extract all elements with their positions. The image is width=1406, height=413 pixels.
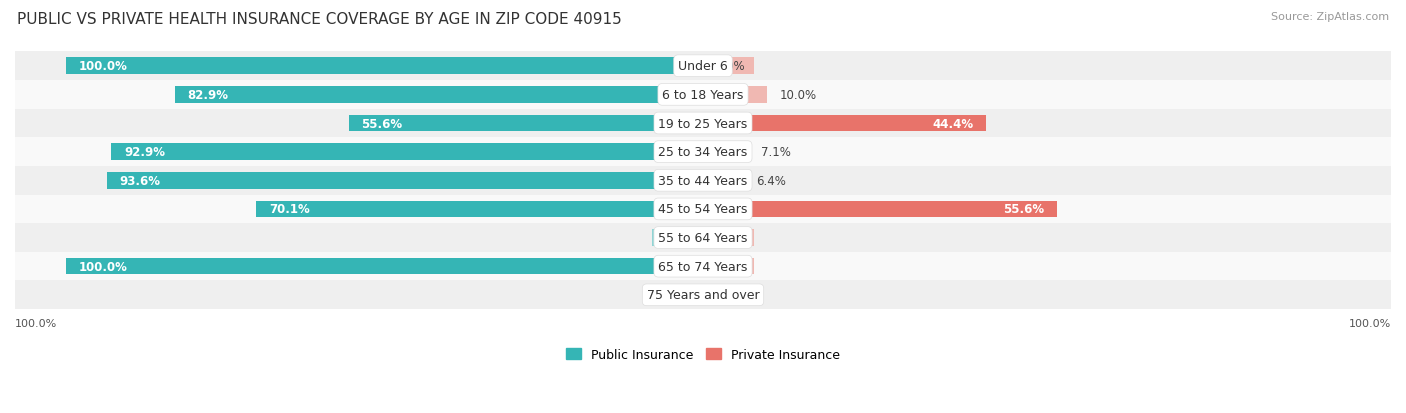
- Bar: [703, 87, 766, 103]
- Bar: [66, 258, 703, 275]
- Text: 6 to 18 Years: 6 to 18 Years: [662, 89, 744, 102]
- Bar: [174, 87, 703, 103]
- Bar: [111, 144, 703, 161]
- Text: 0.0%: 0.0%: [716, 260, 745, 273]
- Text: 35 to 44 Years: 35 to 44 Years: [658, 174, 748, 188]
- Bar: [703, 115, 986, 132]
- Bar: [703, 258, 754, 275]
- Bar: [703, 230, 754, 246]
- Text: 70.1%: 70.1%: [269, 203, 309, 216]
- Text: 0.0%: 0.0%: [716, 60, 745, 73]
- Bar: [703, 201, 1057, 218]
- Text: 0.0%: 0.0%: [716, 289, 745, 301]
- Text: 55.6%: 55.6%: [1004, 203, 1045, 216]
- Bar: [0, 224, 1406, 252]
- Bar: [66, 58, 703, 75]
- Bar: [107, 173, 703, 189]
- Bar: [349, 115, 703, 132]
- Bar: [0, 252, 1406, 281]
- Bar: [652, 230, 703, 246]
- Text: 0.0%: 0.0%: [661, 231, 690, 244]
- Text: 92.9%: 92.9%: [124, 146, 165, 159]
- Text: 100.0%: 100.0%: [1348, 318, 1391, 328]
- Bar: [0, 166, 1406, 195]
- Bar: [703, 58, 754, 75]
- Text: 75 Years and over: 75 Years and over: [647, 289, 759, 301]
- Text: 0.0%: 0.0%: [716, 231, 745, 244]
- Text: 55 to 64 Years: 55 to 64 Years: [658, 231, 748, 244]
- Text: Under 6: Under 6: [678, 60, 728, 73]
- Text: 55.6%: 55.6%: [361, 117, 402, 130]
- Bar: [0, 138, 1406, 166]
- Text: 7.1%: 7.1%: [761, 146, 790, 159]
- Bar: [703, 144, 748, 161]
- Bar: [703, 287, 754, 304]
- Text: 65 to 74 Years: 65 to 74 Years: [658, 260, 748, 273]
- Bar: [0, 81, 1406, 109]
- Text: 82.9%: 82.9%: [187, 89, 229, 102]
- Text: 19 to 25 Years: 19 to 25 Years: [658, 117, 748, 130]
- Bar: [0, 109, 1406, 138]
- Text: 100.0%: 100.0%: [79, 60, 128, 73]
- Text: 0.0%: 0.0%: [661, 289, 690, 301]
- Bar: [703, 173, 744, 189]
- Text: 6.4%: 6.4%: [756, 174, 786, 188]
- Text: 44.4%: 44.4%: [932, 117, 973, 130]
- Bar: [652, 287, 703, 304]
- Bar: [0, 195, 1406, 224]
- Text: 100.0%: 100.0%: [15, 318, 58, 328]
- Text: 93.6%: 93.6%: [120, 174, 160, 188]
- Bar: [256, 201, 703, 218]
- Text: PUBLIC VS PRIVATE HEALTH INSURANCE COVERAGE BY AGE IN ZIP CODE 40915: PUBLIC VS PRIVATE HEALTH INSURANCE COVER…: [17, 12, 621, 27]
- Text: 10.0%: 10.0%: [779, 89, 817, 102]
- Bar: [0, 281, 1406, 309]
- Text: Source: ZipAtlas.com: Source: ZipAtlas.com: [1271, 12, 1389, 22]
- Bar: [0, 52, 1406, 81]
- Text: 25 to 34 Years: 25 to 34 Years: [658, 146, 748, 159]
- Text: 45 to 54 Years: 45 to 54 Years: [658, 203, 748, 216]
- Legend: Public Insurance, Private Insurance: Public Insurance, Private Insurance: [561, 343, 845, 366]
- Text: 100.0%: 100.0%: [79, 260, 128, 273]
